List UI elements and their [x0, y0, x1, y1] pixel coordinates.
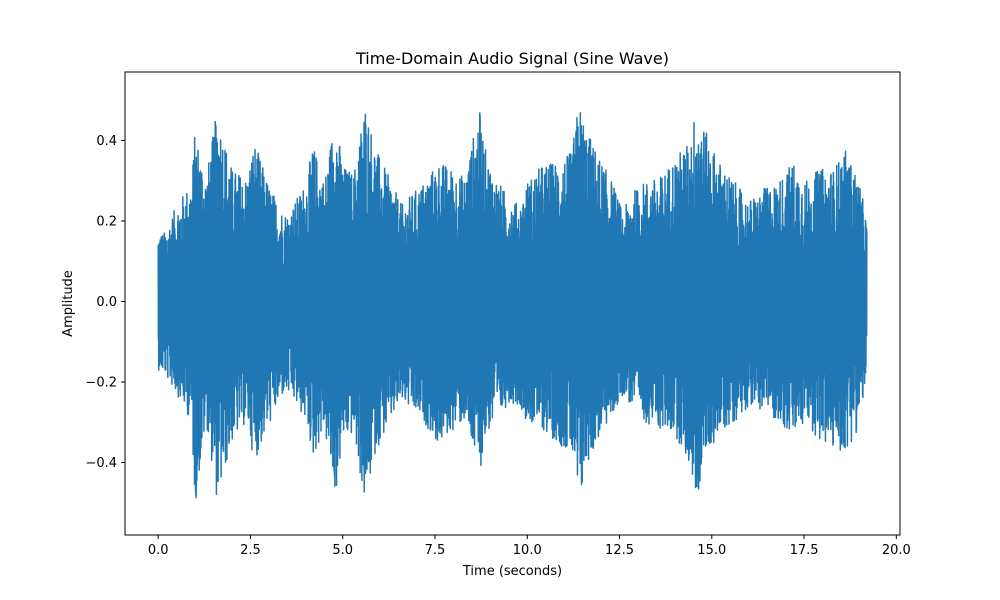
- x-tick-label: 15.0: [697, 543, 726, 558]
- x-tick-label: 2.5: [240, 543, 261, 558]
- x-tick-label: 7.5: [425, 543, 446, 558]
- y-tick-label: −0.2: [85, 376, 117, 391]
- plot-area: [157, 112, 868, 499]
- y-tick-label: 0.0: [96, 295, 117, 310]
- y-tick-label: 0.4: [96, 134, 117, 149]
- x-tick-label: 17.5: [790, 543, 819, 558]
- y-axis: −0.4 −0.2 0.0 0.2 0.4: [85, 134, 125, 471]
- x-axis: 0.0 2.5 5.0 7.5 10.0 12.5 15.0 17.5 20.0: [148, 535, 911, 558]
- x-axis-label: Time (seconds): [462, 564, 562, 579]
- x-tick-label: 5.0: [332, 543, 353, 558]
- y-tick-label: 0.2: [96, 214, 117, 229]
- axes-frame: [124, 71, 901, 536]
- chart-title: Time-Domain Audio Signal (Sine Wave): [355, 49, 669, 68]
- y-tick-label: −0.4: [85, 456, 117, 471]
- x-tick-label: 0.0: [148, 543, 169, 558]
- x-tick-label: 12.5: [605, 543, 634, 558]
- signal-line: [157, 112, 868, 499]
- x-tick-label: 20.0: [882, 543, 911, 558]
- x-tick-label: 10.0: [513, 543, 542, 558]
- y-axis-label: Amplitude: [61, 270, 76, 337]
